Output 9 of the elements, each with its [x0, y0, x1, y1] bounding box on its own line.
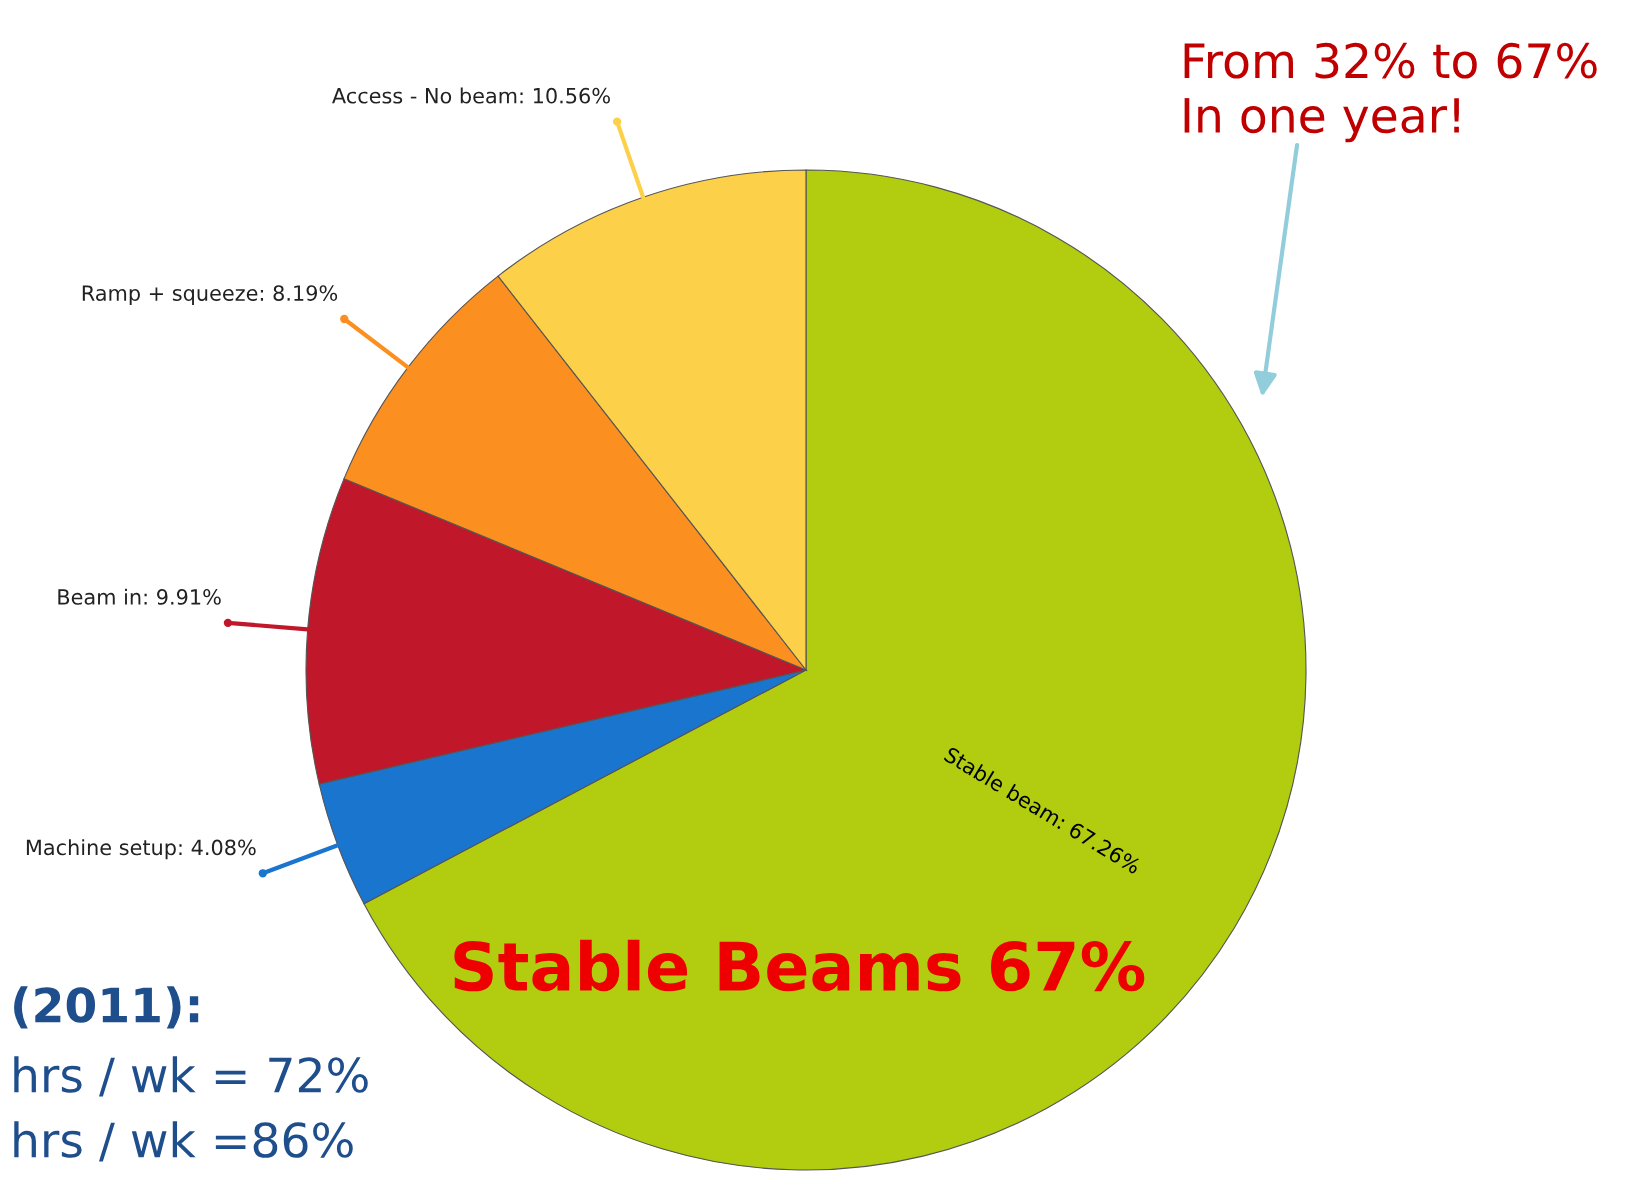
text: (2011): — [14, 986, 199, 1029]
text: Stable Beams 67% — [454, 939, 1145, 992]
slice-label: Ramp + squeeze: 8.19% — [82, 285, 338, 305]
text: hrs / wk = 72% — [14, 1056, 368, 1097]
slice-label: Machine setup: 4.08% — [26, 839, 256, 860]
slice-label: Access - No beam: 10.56% — [332, 87, 610, 104]
text: hrs / wk =86% — [14, 1121, 353, 1162]
slice-label: Beam in: 9.91% — [58, 588, 221, 605]
text: From 32% to 67% In one year! — [1184, 42, 1597, 143]
